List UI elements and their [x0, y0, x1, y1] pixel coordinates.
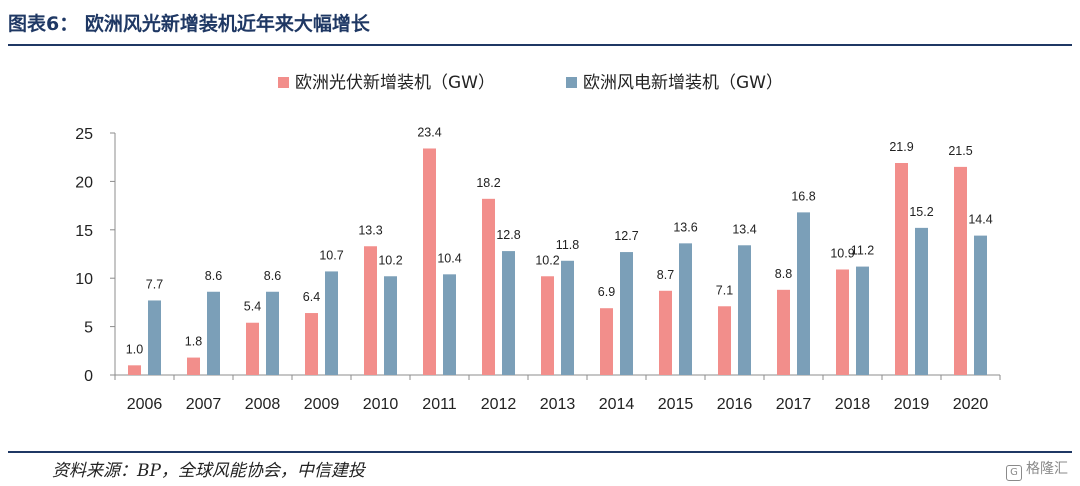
solar-bar: [954, 166, 967, 375]
wind-data-label: 11.8: [556, 238, 579, 252]
y-tick-label: 25: [75, 126, 93, 143]
wind-bar: [502, 251, 515, 375]
y-tick-label: 10: [75, 271, 93, 288]
solar-bar: [128, 365, 141, 375]
solar-data-label: 23.4: [417, 125, 441, 139]
x-tick-label: 2017: [776, 396, 812, 413]
x-tick-label: 2019: [894, 396, 930, 413]
wind-data-label: 15.2: [909, 205, 933, 219]
x-tick-label: 2007: [186, 396, 222, 413]
y-tick-label: 0: [84, 368, 93, 385]
solar-bar: [777, 289, 790, 375]
chart-data-labels: 1.0 1.8 5.4 6.4 13.3 23.4 18.2 10.2 6.9 8.7 7.1 8.8…: [126, 125, 993, 356]
chart-axes: 0 5 10 15 20 25 2006 2007 2008 2009 2010 2011 2012 20…: [75, 126, 1001, 413]
y-tick-label: 20: [75, 174, 93, 191]
wind-bar: [620, 252, 633, 375]
y-tick-label: 5: [84, 320, 93, 337]
wind-bar: [856, 266, 869, 375]
legend-swatch-solar: [278, 77, 289, 88]
wind-data-label: 13.4: [732, 222, 756, 236]
x-tick-label: 2009: [304, 396, 340, 413]
wind-data-label: 12.7: [614, 229, 638, 243]
solar-bar: [600, 308, 613, 375]
top-rule: [8, 44, 1072, 46]
solar-bar: [541, 276, 554, 375]
wind-data-label: 16.8: [791, 189, 815, 203]
wind-data-label: 10.4: [437, 251, 461, 265]
wind-bar: [384, 276, 397, 375]
wind-data-label: 10.2: [378, 253, 402, 267]
solar-data-label: 10.9: [830, 246, 854, 260]
solar-data-label: 21.5: [948, 144, 972, 158]
watermark: G 格隆汇: [1006, 458, 1068, 481]
wind-bar: [207, 291, 220, 375]
solar-bar: [718, 306, 731, 375]
solar-bar: [305, 313, 318, 375]
wind-data-label: 8.6: [205, 269, 222, 283]
y-tick-label: 15: [75, 223, 93, 240]
wind-bar: [561, 260, 574, 375]
wind-data-label: 10.7: [319, 248, 343, 262]
solar-bar: [187, 357, 200, 375]
solar-data-label: 6.4: [303, 290, 320, 304]
solar-data-label: 7.1: [716, 283, 733, 297]
x-tick-label: 2015: [658, 396, 694, 413]
legend-label-solar: 欧洲光伏新增装机（GW）: [295, 73, 495, 93]
x-tick-label: 2011: [422, 396, 457, 413]
wind-data-label: 8.6: [264, 269, 281, 283]
wind-bar: [443, 274, 456, 375]
chart-bars: [128, 148, 987, 375]
solar-data-label: 21.9: [889, 140, 913, 154]
x-tick-label: 2008: [245, 396, 281, 413]
wind-bar: [148, 300, 161, 375]
solar-bar: [246, 322, 259, 375]
x-tick-label: 2018: [835, 396, 871, 413]
wind-data-label: 7.7: [146, 277, 163, 291]
source-note: 资料来源：BP，全球风能协会，中信建投: [52, 461, 365, 481]
solar-bar: [895, 163, 908, 375]
wind-bar: [266, 291, 279, 375]
wind-bar: [679, 243, 692, 375]
x-tick-label: 2010: [363, 396, 399, 413]
figure-title: 图表6： 欧洲风光新增装机近年来大幅增长: [8, 13, 370, 35]
wind-bar: [325, 271, 338, 375]
wind-data-label: 13.6: [673, 220, 697, 234]
wind-data-label: 14.4: [968, 213, 992, 227]
wind-bar: [797, 212, 810, 375]
x-tick-label: 2016: [717, 396, 753, 413]
wind-bar: [915, 227, 928, 375]
x-tick-label: 2012: [481, 396, 517, 413]
x-tick-label: 2020: [953, 396, 989, 413]
legend-label-wind: 欧洲风电新增装机（GW）: [583, 73, 783, 93]
solar-data-label: 13.3: [358, 223, 382, 237]
bottom-rule: [8, 451, 1072, 453]
x-tick-label: 2014: [599, 396, 635, 413]
solar-bar: [364, 246, 377, 375]
chart-legend: 欧洲光伏新增装机（GW） 欧洲风电新增装机（GW）: [278, 73, 783, 93]
watermark-text: 格隆汇: [1026, 461, 1068, 477]
solar-data-label: 1.0: [126, 342, 143, 356]
solar-data-label: 5.4: [244, 300, 261, 314]
wind-bar: [974, 235, 987, 375]
solar-bar: [423, 148, 436, 375]
solar-data-label: 10.2: [535, 253, 559, 267]
solar-bar: [659, 290, 672, 375]
x-tick-label: 2006: [127, 396, 163, 413]
wind-data-label: 11.2: [851, 244, 874, 258]
solar-data-label: 18.2: [476, 176, 500, 190]
wind-bar: [738, 245, 751, 375]
solar-data-label: 1.8: [185, 335, 202, 349]
solar-data-label: 6.9: [598, 285, 615, 299]
x-tick-label: 2013: [540, 396, 576, 413]
watermark-logo-icon: G: [1006, 465, 1022, 481]
solar-bar: [836, 269, 849, 375]
solar-data-label: 8.8: [775, 267, 792, 281]
solar-data-label: 8.7: [657, 268, 674, 282]
legend-swatch-wind: [566, 77, 577, 88]
solar-bar: [482, 198, 495, 375]
wind-data-label: 12.8: [496, 228, 520, 242]
